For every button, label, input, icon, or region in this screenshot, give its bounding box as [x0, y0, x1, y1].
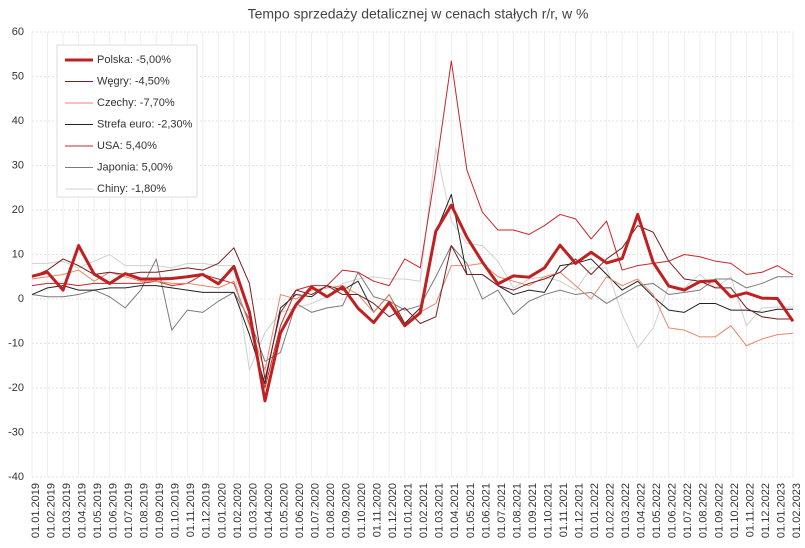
x-tick-label: 01.07.2021: [496, 483, 508, 538]
y-tick-label: 50: [12, 70, 24, 82]
x-tick-label: 01.11.2019: [185, 483, 197, 537]
y-tick-label: 40: [12, 115, 24, 127]
x-tick-label: 01.11.2021: [558, 483, 570, 537]
legend-label: Strefa euro: -2,30%: [97, 118, 193, 130]
y-tick-label: -10: [8, 337, 24, 349]
x-tick-label: 01.04.2019: [76, 483, 88, 538]
y-tick-label: 30: [12, 159, 24, 171]
y-tick-label: -40: [8, 471, 24, 483]
x-tick-label: 01.01.2023: [775, 483, 787, 538]
x-tick-label: 01.06.2022: [667, 483, 679, 538]
legend-label: Węgry: -4,50%: [97, 75, 170, 87]
y-tick-label: 60: [12, 26, 24, 38]
x-tick-label: 01.10.2022: [729, 483, 741, 538]
x-tick-label: 01.03.2021: [434, 483, 446, 538]
x-tick-label: 01.05.2020: [278, 483, 290, 538]
x-tick-label: 01.09.2020: [341, 483, 353, 538]
x-tick-label: 01.10.2021: [542, 483, 554, 538]
x-tick-label: 01.11.2022: [744, 483, 756, 537]
x-tick-label: 01.04.2022: [636, 483, 648, 538]
x-tick-label: 01.07.2019: [123, 483, 135, 538]
x-tick-label: 01.02.2022: [605, 483, 617, 538]
x-tick-label: 01.12.2022: [760, 483, 772, 538]
legend-label: Chiny: -1,80%: [97, 183, 166, 195]
y-tick-label: 20: [12, 204, 24, 216]
x-tick-label: 01.02.2020: [232, 483, 244, 538]
legend-label: Japonia: 5,00%: [97, 161, 173, 173]
legend-label: USA: 5,40%: [97, 140, 157, 152]
x-tick-label: 01.10.2019: [170, 483, 182, 538]
x-tick-label: 01.02.2021: [418, 483, 430, 538]
x-tick-label: 01.07.2022: [682, 483, 694, 538]
y-tick-label: -30: [8, 426, 24, 438]
x-tick-label: 01.12.2019: [201, 483, 213, 538]
x-tick-label: 01.01.2020: [216, 483, 228, 538]
x-tick-label: 01.08.2019: [139, 483, 151, 538]
x-tick-label: 01.05.2019: [92, 483, 104, 538]
y-tick-label: 0: [18, 293, 24, 305]
x-tick-label: 01.06.2020: [294, 483, 306, 538]
x-tick-label: 01.09.2022: [713, 483, 725, 538]
x-tick-label: 01.02.2023: [791, 483, 803, 538]
chart-title: Tempo sprzedaży detalicznej w cenach sta…: [248, 6, 589, 22]
x-tick-label: 01.12.2020: [387, 483, 399, 538]
x-tick-label: 01.04.2021: [449, 483, 461, 538]
x-tick-label: 01.05.2022: [651, 483, 663, 538]
x-tick-label: 01.10.2020: [356, 483, 368, 538]
x-tick-label: 01.01.2021: [403, 483, 415, 538]
x-tick-label: 01.09.2019: [154, 483, 166, 538]
y-tick-label: -20: [8, 382, 24, 394]
x-tick-label: 01.04.2020: [263, 483, 275, 538]
series-line: [31, 245, 793, 362]
x-tick-label: 01.08.2021: [511, 483, 523, 538]
x-tick-label: 01.09.2021: [527, 483, 539, 538]
y-tick-label: 10: [12, 248, 24, 260]
x-tick-label: 01.01.2022: [589, 483, 601, 538]
x-tick-label: 01.12.2021: [573, 483, 585, 538]
x-tick-label: 01.03.2020: [247, 483, 259, 538]
series-line: [31, 203, 795, 403]
x-tick-label: 01.07.2020: [309, 483, 321, 538]
x-tick-label: 01.06.2021: [480, 483, 492, 538]
x-tick-label: 01.01.2019: [30, 483, 42, 538]
legend-box: [56, 44, 198, 198]
x-tick-label: 01.02.2019: [45, 483, 57, 538]
x-tick-label: 01.03.2019: [61, 483, 73, 538]
x-tick-label: 01.08.2020: [325, 483, 337, 538]
x-tick-label: 01.03.2022: [620, 483, 632, 538]
legend-label: Polska: -5,00%: [97, 54, 171, 66]
x-tick-label: 01.08.2022: [698, 483, 710, 538]
x-tick-label: 01.05.2021: [465, 483, 477, 538]
x-tick-label: 01.11.2020: [372, 483, 384, 537]
x-tick-label: 01.06.2019: [108, 483, 120, 538]
legend-label: Czechy: -7,70%: [97, 97, 175, 109]
series-line: [31, 225, 793, 380]
